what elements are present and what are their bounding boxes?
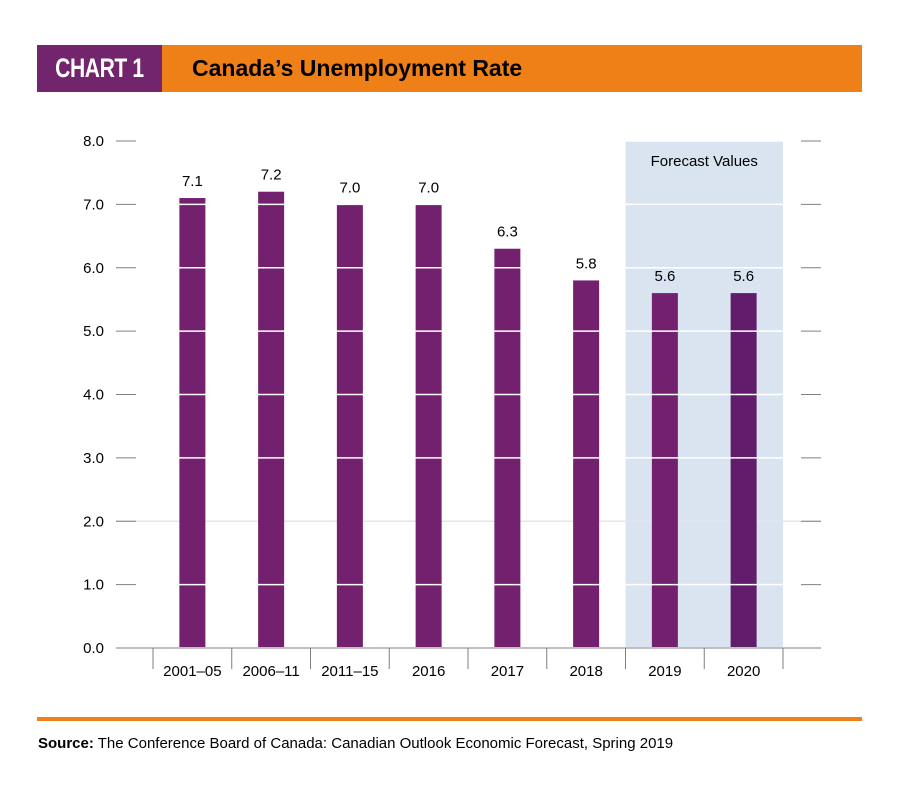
y-tick-label: 0.0: [83, 640, 104, 657]
bar-4: [415, 204, 442, 648]
y-tick-label: 5.0: [83, 323, 104, 340]
x-tick-label: 2018: [569, 663, 602, 680]
data-label-3: 7.0: [339, 179, 360, 196]
bar-7: [651, 293, 678, 648]
y-tick-label: 4.0: [83, 387, 104, 404]
y-tick-label: 2.0: [83, 513, 104, 530]
chart-header: CHART 1 Canada’s Unemployment Rate: [37, 45, 862, 92]
source-label: Source:: [38, 735, 94, 752]
y-tick-label: 1.0: [83, 577, 104, 594]
source-note: Source: The Conference Board of Canada: …: [38, 735, 673, 752]
data-label-1: 7.1: [182, 173, 203, 190]
footer-rule: [37, 717, 862, 721]
data-label-7: 5.6: [654, 268, 675, 285]
data-label-4: 7.0: [418, 179, 439, 196]
data-label-2: 7.2: [261, 167, 282, 184]
bar-1: [179, 198, 206, 648]
bar-8: [730, 293, 757, 648]
data-label-6: 5.8: [576, 255, 597, 272]
chart-title: Canada’s Unemployment Rate: [192, 55, 523, 81]
bar-6: [573, 280, 600, 648]
bar-5: [494, 248, 521, 649]
data-label-8: 5.6: [733, 268, 754, 285]
forecast-label: Forecast Values: [651, 153, 758, 170]
bar-3: [336, 204, 363, 648]
x-tick-label: 2006–11: [242, 663, 299, 680]
x-tick-label: 2011–15: [321, 663, 378, 680]
y-tick-label: 3.0: [83, 450, 104, 467]
chart-number-label: CHART 1: [37, 45, 162, 92]
x-tick-label: 2019: [648, 663, 681, 680]
x-tick-label: 2017: [491, 663, 524, 680]
y-tick-label: 7.0: [83, 196, 104, 213]
x-tick-label: 2001–05: [163, 663, 221, 680]
y-tick-label: 8.0: [83, 133, 104, 150]
x-tick-label: 2020: [727, 663, 760, 680]
bar-2: [258, 191, 285, 648]
x-tick-label: 2016: [412, 663, 445, 680]
source-text: The Conference Board of Canada: Canadian…: [93, 735, 674, 752]
y-tick-label: 6.0: [83, 260, 104, 277]
data-label-5: 6.3: [497, 224, 518, 241]
